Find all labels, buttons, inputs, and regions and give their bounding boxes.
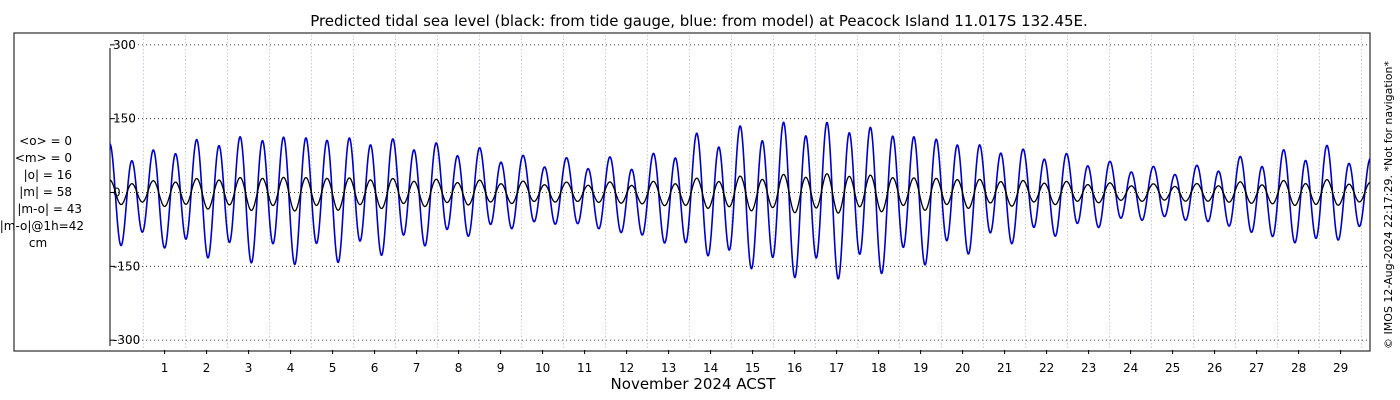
x-tick-label: 2	[203, 361, 211, 375]
y-tick-label: 300	[113, 38, 136, 52]
x-tick-label: 14	[703, 361, 718, 375]
x-tick-label: 12	[619, 361, 634, 375]
x-tick-label: 1	[161, 361, 169, 375]
series-layer	[109, 121, 1371, 280]
stat-abs-diff-1h: |m-o|@1h=42	[0, 219, 84, 233]
stats-block: <o> = 0 <m> = 0 |o| = 16 |m| = 58 |m-o| …	[0, 134, 84, 250]
stat-unit: cm	[29, 236, 47, 250]
stat-mean-obs: <o> = 0	[19, 134, 72, 148]
x-tick-label: 3	[245, 361, 253, 375]
x-tick-label: 18	[871, 361, 886, 375]
x-tick-label: 7	[413, 361, 421, 375]
x-tick-label: 17	[829, 361, 844, 375]
x-tick-label: 10	[535, 361, 550, 375]
x-tick-label: 9	[497, 361, 505, 375]
x-tick-label: 11	[577, 361, 592, 375]
plot-frame	[13, 32, 1371, 352]
x-tick-label: 28	[1291, 361, 1306, 375]
stat-abs-diff: |m-o| = 43	[17, 202, 82, 216]
x-tick-label: 15	[745, 361, 760, 375]
x-tick-label: 6	[371, 361, 379, 375]
chart-title: Predicted tidal sea level (black: from t…	[310, 12, 1088, 30]
x-tick-label: 16	[787, 361, 802, 375]
x-tick-label: 13	[661, 361, 676, 375]
x-tick-label: 20	[955, 361, 970, 375]
y-tick-label: 150	[113, 112, 136, 126]
x-axis-label: November 2024 ACST	[611, 375, 777, 393]
x-tick-label: 29	[1333, 361, 1348, 375]
x-tick-label: 23	[1081, 361, 1096, 375]
x-tick-label: 8	[455, 361, 463, 375]
stat-abs-obs: |o| = 16	[24, 168, 72, 182]
x-tick-label: 21	[997, 361, 1012, 375]
x-tick-label: 19	[913, 361, 928, 375]
x-tick-label: 27	[1249, 361, 1264, 375]
x-tick-label: 26	[1207, 361, 1222, 375]
stat-abs-model: |m| = 58	[19, 185, 72, 199]
model-series-line	[109, 121, 1371, 280]
x-tick-label: 5	[329, 361, 337, 375]
x-tick-label: 24	[1123, 361, 1138, 375]
x-tick-label: 25	[1165, 361, 1180, 375]
y-tick-label: -150	[113, 259, 140, 273]
x-tick-label: 4	[287, 361, 295, 375]
copyright-note: © IMOS 12-Aug-2024 22:17:29. *Not for na…	[1382, 61, 1395, 349]
x-tick-label: 22	[1039, 361, 1054, 375]
gauge-series-line	[109, 173, 1371, 214]
y-tick-label: -300	[113, 333, 140, 347]
stat-mean-model: <m> = 0	[15, 151, 72, 165]
y-tick-label: 0	[113, 186, 121, 200]
